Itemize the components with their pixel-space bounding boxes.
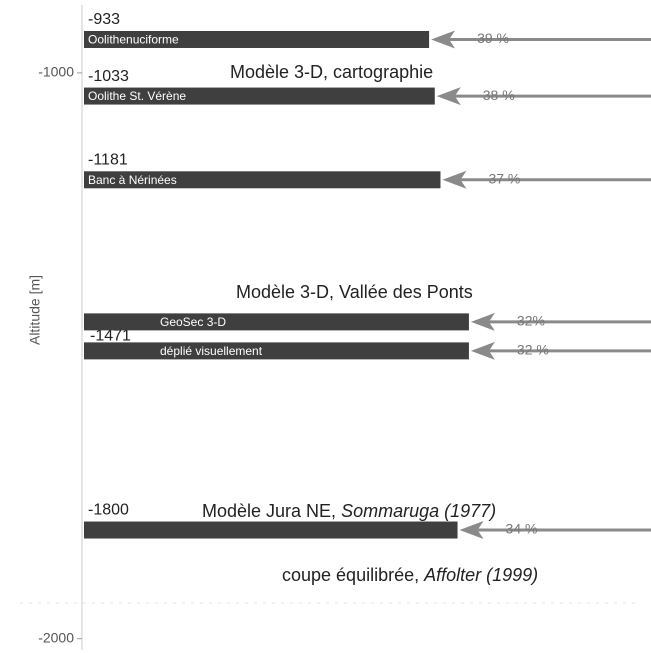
arrow-head <box>436 87 461 106</box>
percent-label: 32% <box>517 313 545 329</box>
bar-name: déplié visuellement <box>160 344 263 358</box>
annotation: coupe équilibrée, Affolter (1999) <box>282 565 538 585</box>
percent-label: 39 % <box>477 30 509 46</box>
bar <box>84 521 458 539</box>
annotation-text: Modèle 3-D, cartographie <box>230 62 433 82</box>
annotation-italic: Affolter (1999) <box>423 565 538 585</box>
annotation: Modèle 3-D, Vallée des Ponts <box>236 282 473 302</box>
annotation-text: coupe équilibrée, <box>282 565 424 585</box>
arrow-head <box>470 312 495 331</box>
y-tick-label: -1000 <box>38 64 74 80</box>
bar <box>84 30 430 48</box>
annotation-text: Modèle 3-D, Vallée des Ponts <box>236 282 473 302</box>
arrow-head <box>470 341 495 360</box>
y-axis-label: Altitude [m] <box>27 275 43 345</box>
bar <box>84 171 441 189</box>
y-tick-label: -2000 <box>38 629 74 645</box>
percent-label: 38 % <box>483 87 515 103</box>
bar-name: GeoSec 3-D <box>160 315 226 329</box>
bar-name: Oolithe St. Vérène <box>88 89 186 103</box>
arrow-head <box>459 521 484 540</box>
annotation: Modèle 3-D, cartographie <box>230 62 433 82</box>
percent-label: 37 % <box>488 171 520 187</box>
altitude-label: -1800 <box>88 502 129 519</box>
bar-name: Banc à Nérinées <box>88 173 177 187</box>
percent-label: 34 % <box>506 521 538 537</box>
bar <box>84 313 469 331</box>
arrow-head <box>442 170 467 189</box>
altitude-label: -1181 <box>88 152 128 169</box>
altitude-label: -933 <box>88 11 120 28</box>
bar-name: Oolithenuciforme <box>88 33 179 47</box>
altitude-label: -1033 <box>88 68 129 85</box>
arrow-head <box>431 30 456 49</box>
bar <box>84 87 435 105</box>
annotation: Modèle Jura NE, Sommaruga (1977) <box>202 501 496 521</box>
annotation-italic: Sommaruga (1977) <box>341 501 496 521</box>
bar <box>84 342 469 360</box>
annotation-text: Modèle Jura NE, <box>202 501 341 521</box>
percent-label: 32 % <box>517 342 549 358</box>
altitude-label: -1471 <box>90 328 131 345</box>
